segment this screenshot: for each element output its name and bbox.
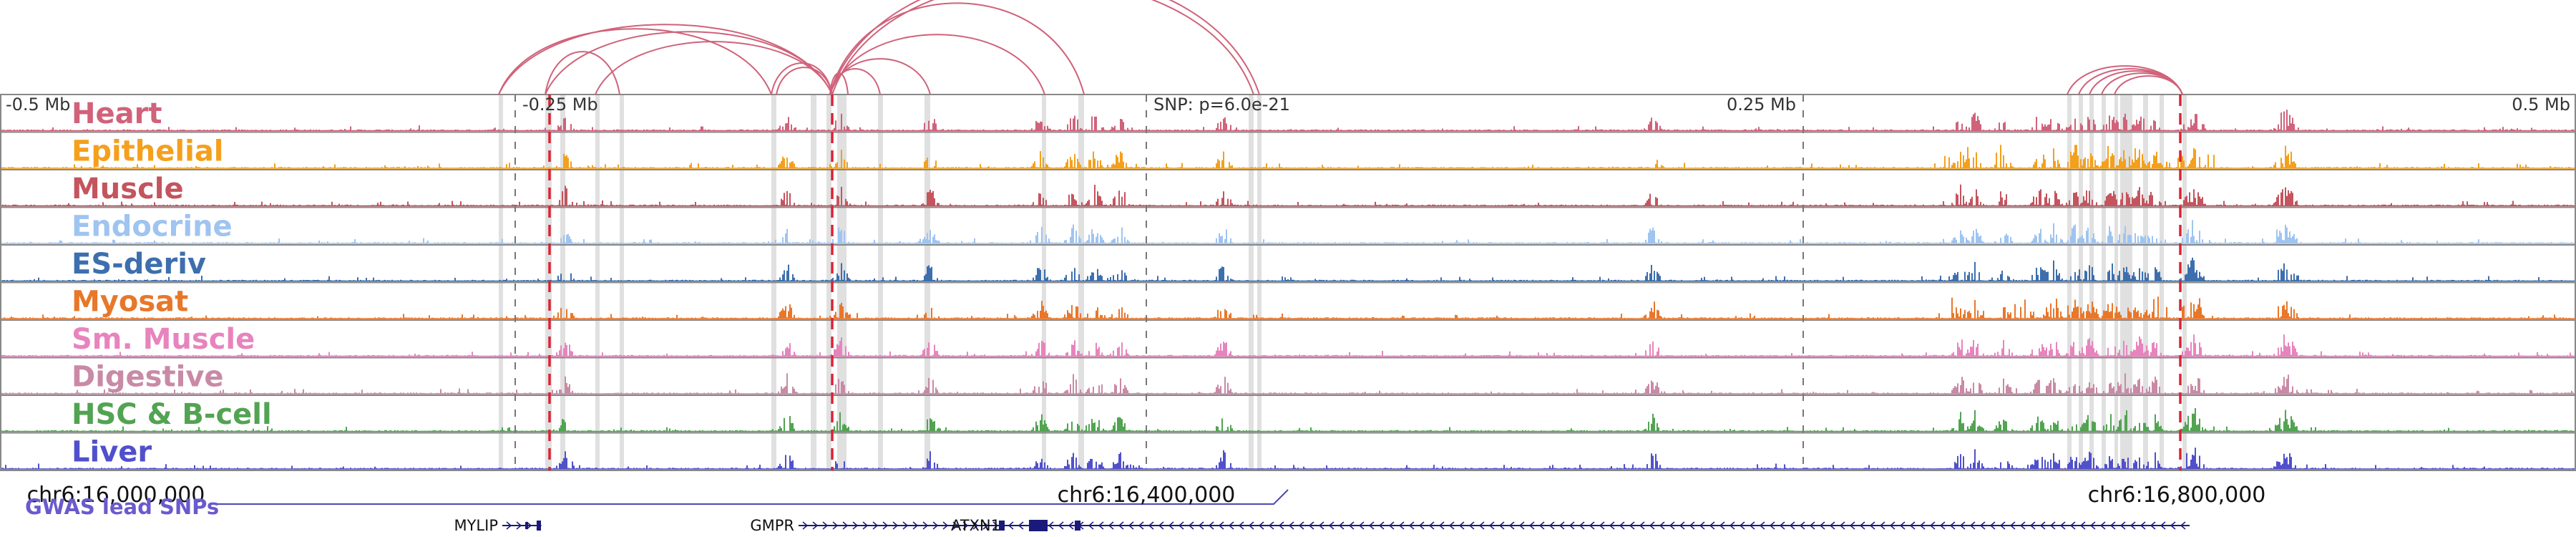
track-heart [0,94,2576,132]
chrom-tick-label: chr6:16,800,000 [2088,483,2266,508]
chrom-tick-label: chr6:16,000,000 [27,483,205,508]
snp-lines [548,95,2182,470]
gene-gmpr: GMPR [750,517,1005,534]
track-liver [0,432,2576,470]
track-hsc-b-cell [0,395,2576,432]
gene-atxn1: ATXN1 [951,517,2190,534]
track-digestive [0,357,2576,395]
track-label: Heart [72,97,162,130]
loop-arc [829,0,1260,95]
track-label: Myosat [72,286,188,319]
track-label: Sm. Muscle [72,323,255,356]
loop-arc [498,28,772,95]
loop-arc [2114,75,2183,95]
strand-arrows [802,521,999,530]
loop-arc [829,68,881,95]
loop-arc [776,67,833,95]
strand-arrows [506,521,542,530]
track-label: Epithelial [72,135,224,168]
scale-label: 0.25 Mb [1727,95,1796,115]
track-label: Digestive [72,361,224,394]
track-epithelial [0,131,2576,169]
loop-arcs [498,0,2183,95]
scale-label: 0.5 Mb [2512,95,2570,115]
track-endocrine [0,206,2576,244]
tracks [0,94,2576,471]
axis-line [215,489,1289,505]
track-muscle [0,169,2576,207]
track-sm-muscle [0,319,2576,357]
scale-labels: -0.5 Mb -0.25 Mb SNP: p=6.0e-21 0.25 Mb 0.5 … [6,95,2570,470]
loop-arc [545,31,833,95]
track-myosat [0,281,2576,319]
gene-name: GMPR [750,517,794,534]
scale-label: -0.25 Mb [522,95,598,115]
loop-arc [545,51,620,95]
loop-arc [498,24,833,95]
track-es-deriv [0,244,2576,282]
signal [1,448,2574,469]
signal [1,373,2574,394]
gene-track: MYLIP GMPR ATXN1 [454,517,2190,534]
gene-name: MYLIP [454,517,498,534]
signal [2,184,2574,206]
track-labels: Heart Epithelial Muscle Endocrine ES-deriv My… [72,97,272,469]
gene-name: ATXN1 [951,517,1000,534]
loop-arc [2067,65,2183,95]
loop-arc [2078,68,2183,95]
track-label: Endocrine [72,211,233,243]
strand-arrows [1008,521,2186,530]
loop-arc [829,72,849,95]
track-label: Muscle [72,173,184,205]
scale-label: SNP: p=6.0e-21 [1153,95,1290,115]
loop-arc [829,2,1085,95]
loop-arc [831,0,1254,95]
track-label: HSC & B-cell [72,398,272,431]
chrom-axis: chr6:16,000,000 chr6:16,400,000 chr6:16,80… [27,483,2266,508]
scale-label: -0.5 Mb [6,95,70,115]
loop-arc [595,41,833,95]
track-label: ES-deriv [72,248,206,281]
chrom-tick-label: chr6:16,400,000 [1058,483,1236,508]
loop-arc [829,34,1045,95]
gene-mylip: MYLIP [454,517,542,534]
gwas-lead-snps-label: GWAS lead SNPs [25,495,219,519]
track-label: Liver [72,436,152,469]
